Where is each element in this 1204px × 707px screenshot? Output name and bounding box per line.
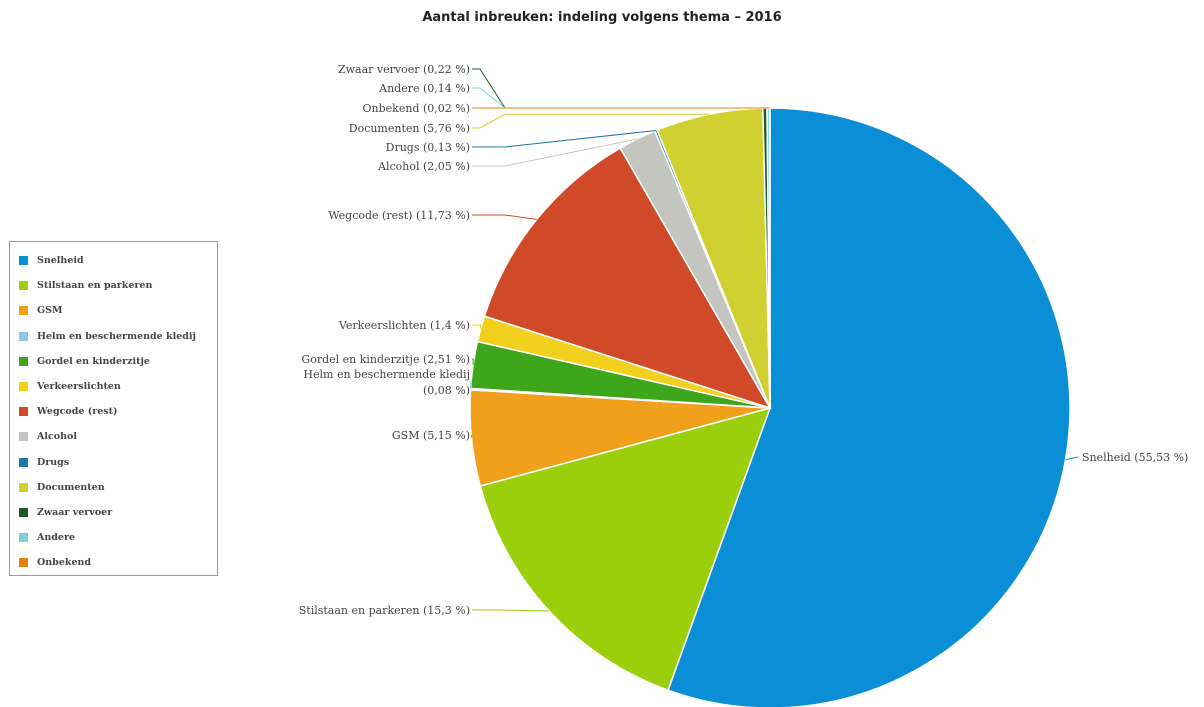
label-wegcode-rest: Wegcode (rest) (11,73 %) [328,209,470,222]
legend-swatch [19,281,28,291]
label-drugs: Drugs (0,13 %) [386,141,470,154]
label-gsm: GSM (5,15 %) [392,429,470,442]
label-snelheid: Snelheid (55,53 %) [1082,451,1188,464]
legend-label: Gordel en kinderzitje [37,355,150,367]
legend-label: Zwaar vervoer [37,506,113,518]
connector-wegcode-rest [472,214,537,220]
chart-title: Aantal inbreuken: indeling volgens thema… [422,10,782,25]
label-alcohol: Alcohol (2,05 %) [377,160,470,173]
connector-stilstaan-en-parkeren [472,609,550,612]
legend-swatch [19,482,28,492]
legend-label: Drugs [37,456,70,468]
legend-label: Snelheid [37,255,84,267]
legend-swatch [19,432,28,442]
legend-label: Wegcode (rest) [37,406,118,418]
legend-item-verkeerslichten[interactable]: Verkeerslichten [10,374,217,399]
legend-label: Onbekend [37,557,92,569]
label-gordel-en-kinderzitje: Gordel en kinderzitje (2,51 %) [301,353,470,366]
label-andere: Andere (0,14 %) [378,82,470,95]
label-verkeerslichten: Verkeerslichten (1,4 %) [338,319,470,332]
legend-label: GSM [37,305,63,317]
legend-item-documenten[interactable]: Documenten [10,475,217,500]
legend-item-alcohol[interactable]: Alcohol [10,424,217,449]
label-onbekend: Onbekend (0,02 %) [363,102,470,115]
legend-swatch [19,407,28,417]
legend-item-helm-en-beschermende-kledij[interactable]: Helm en beschermende kledij [10,324,217,349]
legend-label: Andere [37,532,76,544]
label-zwaar-vervoer: Zwaar vervoer (0,22 %) [338,63,470,76]
slice-snelheid[interactable] [667,107,1071,707]
connector-drugs [472,130,657,148]
legend-item-zwaar-vervoer[interactable]: Zwaar vervoer [10,500,217,525]
connector-andere [472,87,769,109]
legend-swatch [19,331,28,341]
legend-item-andere[interactable]: Andere [10,525,217,550]
legend-item-gordel-en-kinderzitje[interactable]: Gordel en kinderzitje [10,349,217,374]
legend-swatch [19,306,28,316]
legend-swatch [19,356,28,366]
label-documenten: Documenten (5,76 %) [349,122,470,135]
legend-label: Helm en beschermende kledij [37,330,196,342]
legend-swatch [19,457,28,467]
legend-label: Verkeerslichten [37,381,121,393]
connector-documenten [472,113,709,129]
connector-zwaar-vervoer [472,68,765,109]
connector-gordel-en-kinderzitje [472,358,474,365]
legend-item-gsm[interactable]: GSM [10,298,217,323]
label-stilstaan-en-parkeren: Stilstaan en parkeren (15,3 %) [299,604,470,617]
legend-item-drugs[interactable]: Drugs [10,450,217,475]
legend-item-snelheid[interactable]: Snelheid [10,248,217,273]
legend-swatch [19,382,28,392]
legend: Snelheid Stilstaan en parkeren GSM Helm en … [9,241,218,576]
connector-alcohol [472,138,638,167]
connector-helm-en-beschermende-kledij [470,381,472,390]
legend-swatch [19,507,28,517]
legend-swatch [19,533,28,543]
label-helm-en-beschermende-kledij: Helm en beschermende kledij (0,08 %) [303,368,470,397]
legend-swatch [19,256,28,266]
legend-label: Stilstaan en parkeren [37,280,153,292]
label-connectors [470,68,1079,612]
legend-label: Alcohol [37,431,77,443]
connector-verkeerslichten [472,324,482,329]
slice-stilstaan-en-parkeren[interactable] [479,406,772,692]
connector-snelheid [1065,456,1079,461]
slice-labels: Snelheid (55,53 %) Stilstaan en parkeren … [299,63,1189,617]
legend-item-onbekend[interactable]: Onbekend [10,550,217,575]
legend-item-stilstaan-en-parkeren[interactable]: Stilstaan en parkeren [10,273,217,298]
legend-swatch [19,558,28,568]
legend-item-wegcode-rest[interactable]: Wegcode (rest) [10,399,217,424]
pie-slices [469,107,1071,707]
legend-label: Documenten [37,481,105,493]
